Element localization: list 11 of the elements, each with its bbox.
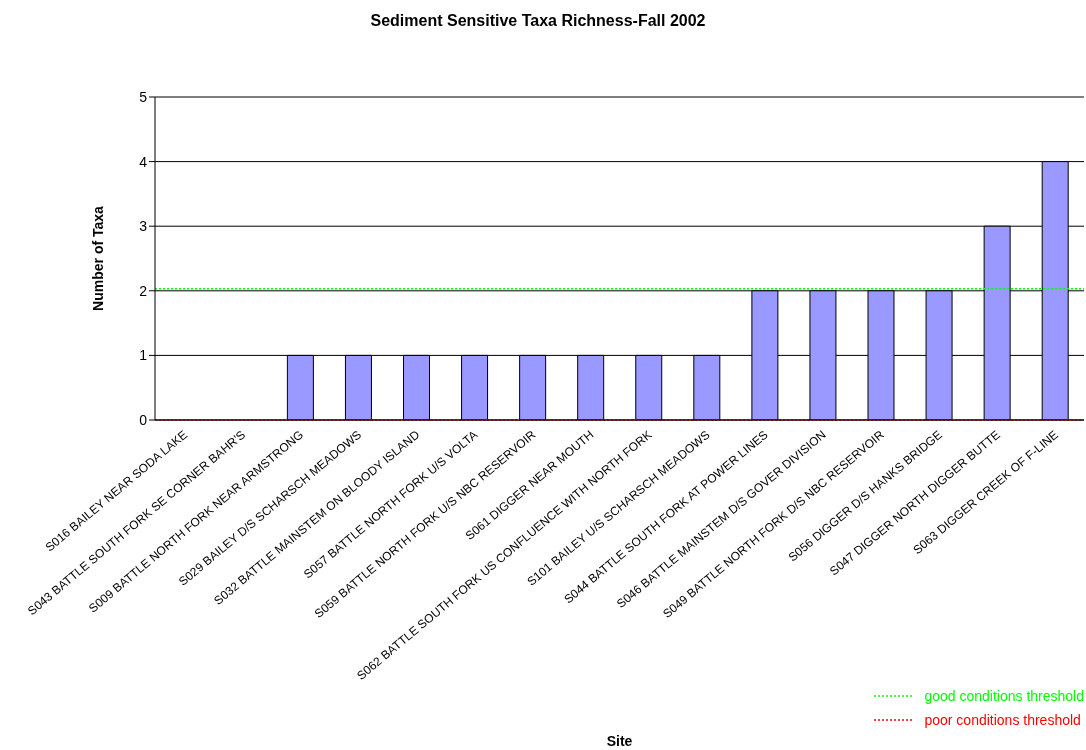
x-axis-title: Site <box>606 733 633 749</box>
legend-label: poor conditions threshold <box>924 712 1081 728</box>
y-tick-label: 5 <box>139 88 148 105</box>
y-tick-label: 1 <box>139 347 148 364</box>
chart-title: Sediment Sensitive Taxa Richness-Fall 2002 <box>369 12 707 30</box>
y-tick-label: 2 <box>139 282 148 299</box>
y-tick-label: 4 <box>139 153 148 170</box>
y-tick-label: 3 <box>139 218 148 235</box>
legend-label: good conditions threshold <box>924 688 1084 704</box>
y-axis-title: Number of Taxa <box>89 205 106 311</box>
y-tick-label: 0 <box>139 411 148 428</box>
